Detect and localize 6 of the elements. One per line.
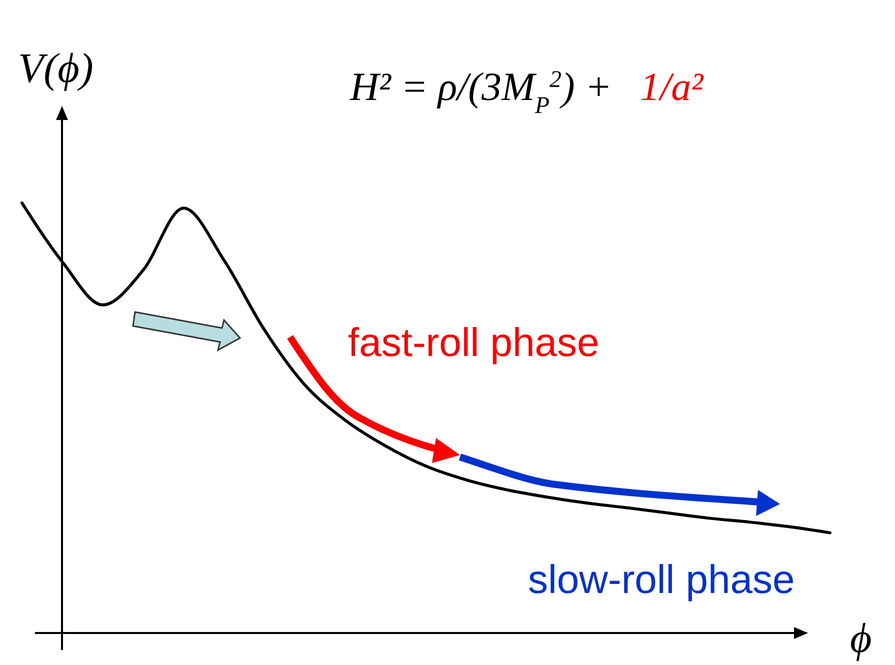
annotation: fast-roll phase bbox=[348, 321, 600, 365]
text: H² = ρ/(3M$_{P}$$^{2}$) + bbox=[349, 64, 612, 119]
x-axis-title: ϕ bbox=[850, 616, 872, 662]
annotation: slow-roll phase bbox=[528, 558, 795, 602]
y-axis-title: V(ϕ) bbox=[18, 46, 94, 92]
text: 1/a² bbox=[640, 64, 704, 109]
